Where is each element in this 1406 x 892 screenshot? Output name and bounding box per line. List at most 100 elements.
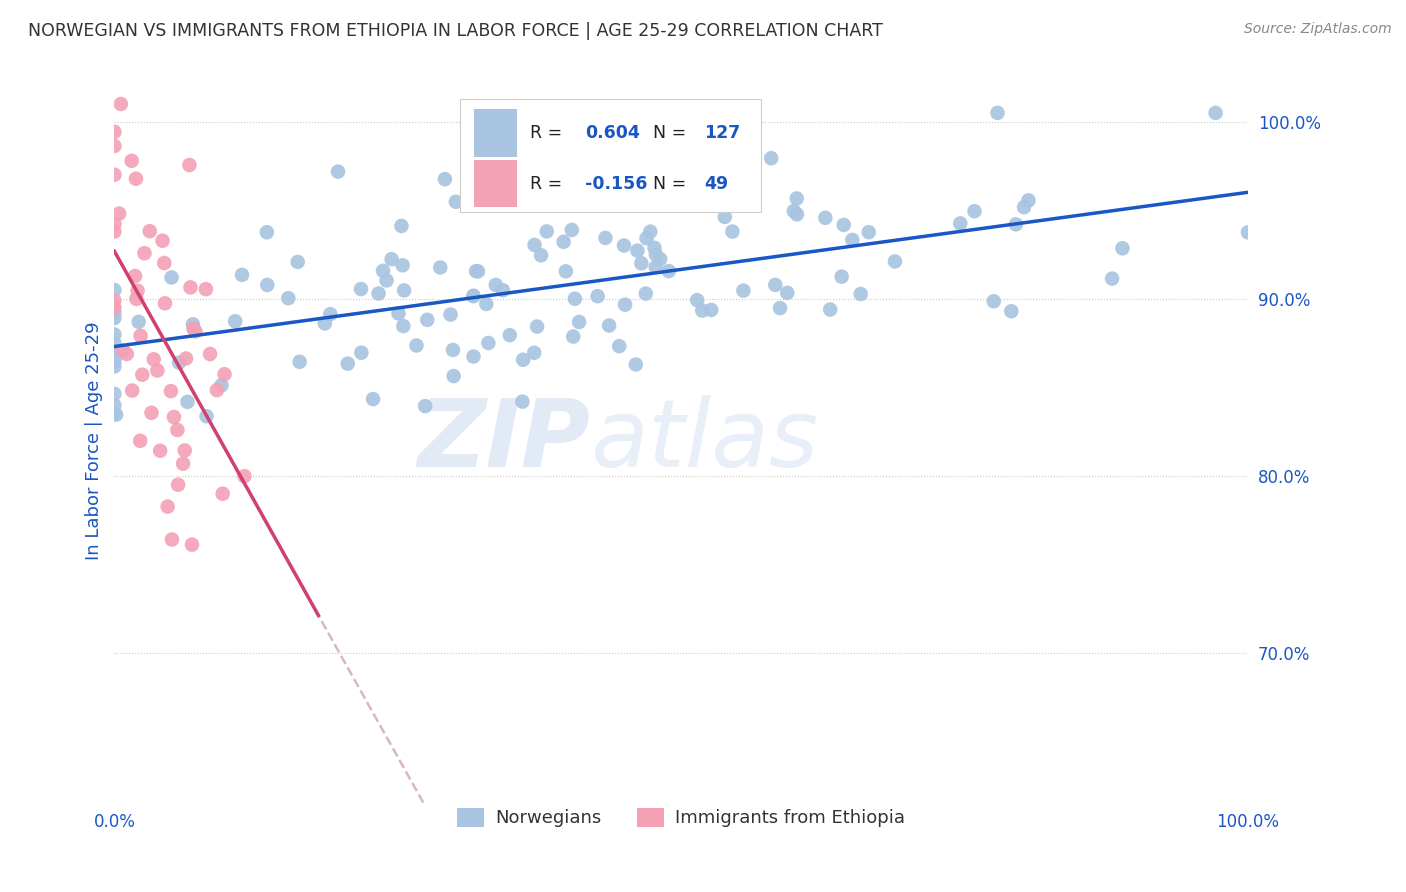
Point	[103, 336, 125, 351]
Point	[512, 352, 534, 367]
Point	[553, 235, 575, 249]
Point	[367, 286, 389, 301]
Point	[209, 378, 232, 392]
Point	[141, 406, 163, 420]
Point	[1205, 106, 1227, 120]
Point	[512, 394, 534, 409]
Point	[1111, 241, 1133, 255]
Point	[636, 231, 658, 245]
Point	[485, 277, 508, 292]
FancyBboxPatch shape	[474, 110, 517, 157]
Point	[127, 284, 149, 298]
Point	[700, 302, 723, 317]
Point	[103, 407, 125, 421]
Point	[179, 158, 201, 172]
Point	[818, 302, 841, 317]
Point	[134, 246, 156, 260]
Point	[413, 399, 436, 413]
Legend: Norwegians, Immigrants from Ethiopia: Norwegians, Immigrants from Ethiopia	[450, 801, 912, 835]
Point	[963, 204, 986, 219]
Point	[439, 308, 461, 322]
Point	[492, 283, 515, 297]
Point	[326, 164, 349, 178]
Point	[721, 225, 744, 239]
Point	[650, 252, 672, 266]
Point	[288, 355, 311, 369]
Point	[640, 225, 662, 239]
Point	[475, 297, 498, 311]
Point	[554, 264, 576, 278]
Point	[103, 125, 125, 139]
Point	[371, 264, 394, 278]
Point	[598, 318, 620, 333]
Point	[103, 301, 125, 315]
Point	[163, 410, 186, 425]
Point	[686, 293, 709, 308]
Point	[467, 264, 489, 278]
Point	[224, 314, 246, 328]
Point	[643, 241, 665, 255]
Point	[690, 303, 713, 318]
Point	[523, 345, 546, 359]
Point	[350, 282, 373, 296]
Point	[103, 139, 125, 153]
Point	[167, 355, 190, 369]
FancyBboxPatch shape	[474, 160, 517, 207]
Point	[769, 301, 792, 315]
Point	[125, 292, 148, 306]
Point	[832, 218, 855, 232]
Point	[564, 292, 586, 306]
Point	[167, 477, 190, 491]
Point	[416, 313, 439, 327]
Point	[523, 238, 546, 252]
Point	[595, 231, 617, 245]
Point	[392, 284, 415, 298]
Point	[195, 409, 218, 424]
Point	[776, 285, 799, 300]
Point	[160, 533, 183, 547]
Point	[181, 538, 204, 552]
Text: N =: N =	[652, 175, 692, 193]
Point	[391, 258, 413, 272]
Point	[530, 248, 553, 262]
Point	[152, 234, 174, 248]
Point	[103, 359, 125, 374]
Point	[387, 306, 409, 320]
Point	[103, 168, 125, 182]
Point	[391, 219, 413, 233]
Point	[125, 171, 148, 186]
Point	[568, 315, 591, 329]
Point	[198, 347, 221, 361]
Text: Source: ZipAtlas.com: Source: ZipAtlas.com	[1244, 22, 1392, 37]
FancyBboxPatch shape	[460, 99, 761, 211]
Point	[841, 233, 863, 247]
Point	[142, 352, 165, 367]
Point	[160, 384, 183, 398]
Point	[465, 264, 488, 278]
Point	[214, 368, 236, 382]
Point	[630, 256, 652, 270]
Point	[103, 225, 125, 239]
Point	[174, 351, 197, 366]
Point	[103, 293, 125, 308]
Point	[477, 335, 499, 350]
Point	[153, 296, 176, 310]
Point	[536, 224, 558, 238]
Point	[499, 328, 522, 343]
Point	[172, 457, 194, 471]
Point	[108, 206, 131, 220]
Point	[277, 291, 299, 305]
Point	[441, 343, 464, 357]
Point	[949, 216, 972, 230]
Point	[381, 252, 404, 267]
Point	[153, 256, 176, 270]
Point	[160, 270, 183, 285]
Point	[146, 363, 169, 377]
Point	[586, 289, 609, 303]
Point	[173, 443, 195, 458]
Point	[194, 282, 217, 296]
Point	[103, 217, 125, 231]
Point	[110, 97, 132, 112]
Point	[626, 244, 648, 258]
Point	[463, 289, 485, 303]
